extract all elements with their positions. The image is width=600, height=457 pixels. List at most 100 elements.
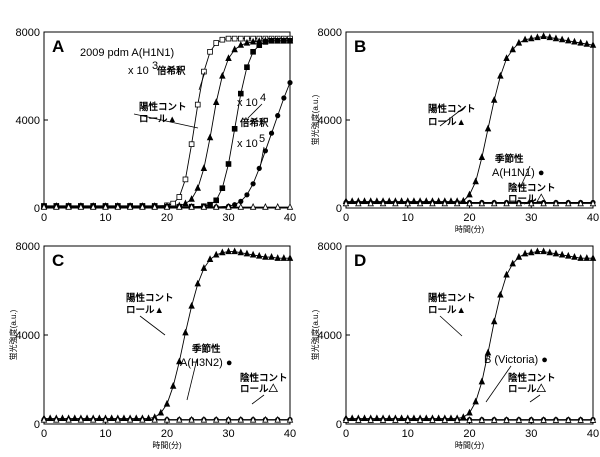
data-point (509, 259, 516, 267)
annotation-text: 季節性 (191, 343, 221, 355)
data-point (521, 249, 529, 257)
data-point (404, 416, 411, 423)
data-point (490, 416, 498, 423)
data-point (466, 408, 473, 416)
data-point (182, 176, 189, 183)
plot-frame (43, 245, 291, 425)
data-point (176, 202, 183, 210)
data-point (565, 416, 572, 423)
data-point (286, 202, 294, 210)
annotation-text: 陽性コント (428, 103, 476, 115)
annotation-text: 倍希釈 (157, 65, 186, 77)
data-point (244, 64, 250, 71)
annotation-text: ロール▲ (126, 305, 164, 316)
data-point (182, 328, 189, 336)
plot-frame (345, 245, 594, 425)
annotation-arrow (198, 71, 206, 91)
x-tick-label: 30 (525, 428, 537, 440)
annotation-text: ロール▲ (428, 305, 466, 316)
data-point (262, 202, 269, 210)
data-point (392, 416, 399, 423)
data-point (201, 68, 207, 75)
data-point (188, 141, 195, 148)
plot-frame (345, 31, 594, 209)
data-point (207, 201, 213, 208)
annotation-text: A(H1N1) ● (492, 167, 545, 179)
data-point (379, 416, 387, 423)
data-point (577, 38, 584, 46)
data-point (515, 38, 523, 46)
data-point (243, 249, 251, 257)
data-point (478, 153, 486, 161)
data-point (484, 124, 492, 132)
annotation-text: ロール△ (508, 383, 547, 395)
y-tick-label: 8000 (16, 27, 40, 39)
data-point (589, 41, 597, 48)
data-point (232, 202, 238, 208)
data-point (274, 38, 281, 44)
data-point (416, 199, 424, 207)
data-point (219, 185, 226, 192)
data-point (249, 250, 257, 258)
data-point (589, 416, 597, 423)
annotation-arrow (529, 394, 541, 403)
data-point (231, 45, 238, 53)
annotation-text: 2009 pdm A(H1N1) (80, 47, 174, 59)
y-tick-label: 4000 (318, 115, 342, 127)
data-point (392, 199, 399, 207)
data-point (367, 199, 374, 207)
data-point (262, 253, 269, 260)
data-point (243, 38, 251, 46)
data-point (176, 415, 183, 423)
data-point (515, 253, 523, 260)
data-point (490, 199, 498, 207)
data-point (342, 199, 350, 207)
data-point (114, 415, 122, 423)
data-point (256, 42, 263, 48)
data-point (237, 41, 245, 48)
data-point (515, 199, 523, 207)
data-point (102, 202, 109, 210)
data-point (466, 416, 473, 423)
data-point (565, 251, 572, 259)
x-tick-label: 40 (284, 212, 296, 224)
data-point (200, 164, 208, 172)
data-point (188, 301, 195, 309)
x-tick-label: 30 (525, 212, 537, 224)
data-point (478, 416, 486, 423)
data-point (219, 36, 226, 43)
x-tick-label: 30 (222, 428, 234, 440)
y-tick-label: 8000 (318, 27, 342, 39)
series-line (346, 35, 594, 202)
data-point (225, 202, 232, 210)
annotation-arrow (485, 365, 512, 403)
data-point (342, 416, 350, 423)
data-point (176, 194, 183, 200)
annotation-text: ロール△ (508, 193, 547, 205)
data-point (429, 416, 436, 423)
data-point (534, 247, 541, 255)
panel-letter: A (52, 37, 64, 56)
x-axis-label: 時間(分) (152, 441, 182, 450)
data-point (287, 79, 293, 86)
data-point (188, 202, 195, 210)
data-point (194, 101, 201, 108)
data-point (540, 32, 547, 39)
annotation-arrow (439, 105, 467, 127)
data-point (528, 34, 535, 42)
annotation-arrow (519, 165, 531, 189)
y-tick-label: 8000 (318, 241, 342, 253)
data-point (583, 254, 591, 261)
panel-letter: B (354, 37, 366, 56)
data-point (225, 35, 232, 42)
data-point (280, 254, 288, 261)
y-tick-label: 4000 (318, 330, 342, 342)
annotation-arrow (523, 199, 537, 205)
data-point (528, 199, 535, 207)
x-tick-label: 10 (99, 212, 111, 224)
data-point (490, 96, 498, 103)
data-point (534, 33, 541, 41)
data-point (237, 35, 244, 42)
data-point (503, 416, 510, 423)
data-point (139, 415, 146, 423)
